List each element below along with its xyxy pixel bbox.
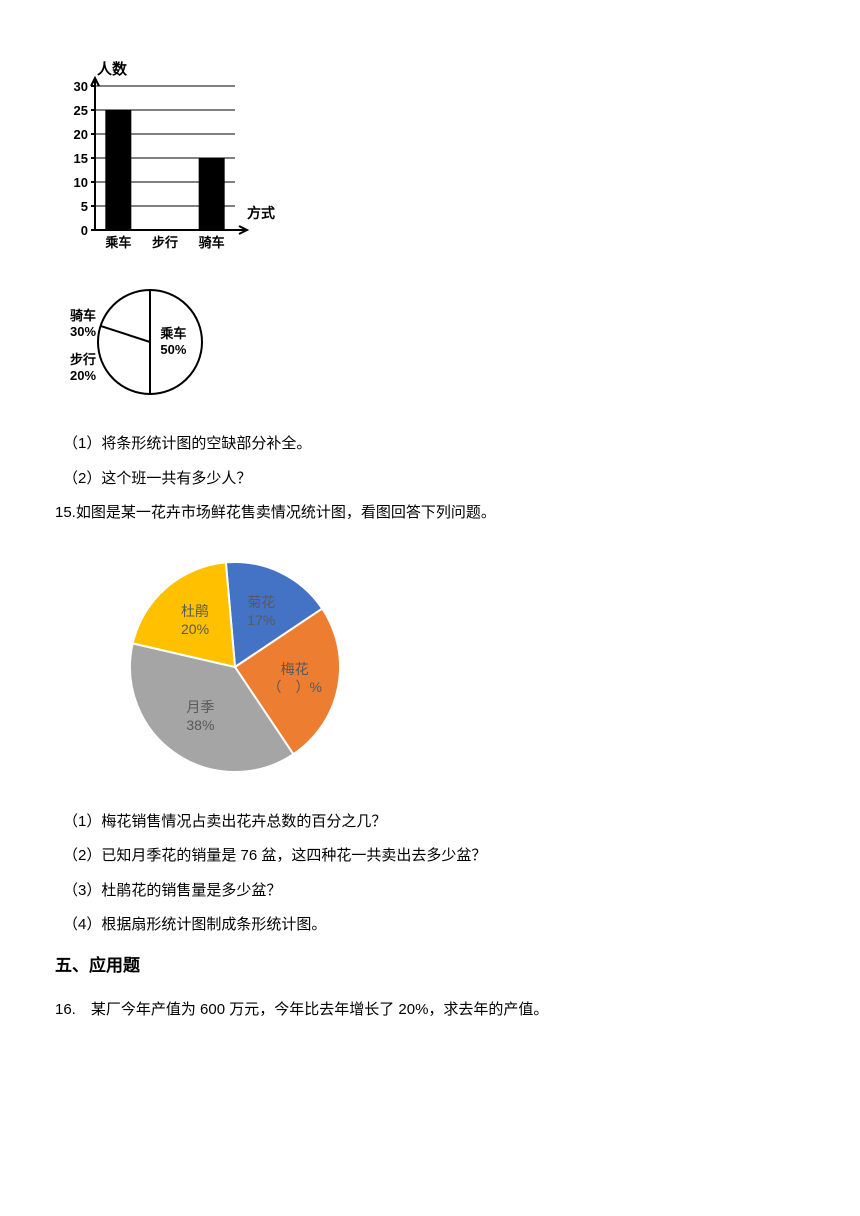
q14-sub2: （2）这个班一共有多少人？ xyxy=(63,465,805,494)
svg-text:步行: 步行 xyxy=(152,235,178,250)
svg-text:乘车: 乘车 xyxy=(159,326,186,341)
svg-text:30: 30 xyxy=(74,79,88,94)
q14-sub1: （1）将条形统计图的空缺部分补全。 xyxy=(63,430,805,459)
svg-text:梅花: 梅花 xyxy=(281,660,309,676)
svg-text:骑车: 骑车 xyxy=(70,308,96,323)
svg-text:（ ）%: （ ）% xyxy=(268,678,322,694)
svg-text:38%: 38% xyxy=(186,717,214,733)
svg-text:杜鹃: 杜鹃 xyxy=(181,603,209,619)
svg-text:25: 25 xyxy=(74,103,88,118)
pie-small: 乘车50% 骑车30% 步行20% xyxy=(55,272,805,412)
q15-sub2: （2）已知月季花的销量是 76 盆，这四种花一共卖出去多少盆？ xyxy=(63,842,805,871)
bar-chart: 人数 0 5 10 15 20 25 30 乘车 步行 骑车 方式 xyxy=(55,60,805,260)
svg-text:步行: 步行 xyxy=(70,352,96,367)
section-5-heading: 五、应用题 xyxy=(55,950,805,982)
svg-text:17%: 17% xyxy=(247,612,275,628)
svg-text:20%: 20% xyxy=(70,368,96,383)
svg-text:20: 20 xyxy=(74,127,88,142)
svg-text:0: 0 xyxy=(81,223,88,238)
svg-text:20%: 20% xyxy=(181,621,209,637)
svg-text:人数: 人数 xyxy=(97,60,128,78)
q15-sub3: （3）杜鹃花的销售量是多少盆？ xyxy=(63,877,805,906)
svg-text:15: 15 xyxy=(74,151,88,166)
q15-sub4: （4）根据扇形统计图制成条形统计图。 xyxy=(63,911,805,940)
q16: 16. 某厂今年产值为 600 万元，今年比去年增长了 20%，求去年的产值。 xyxy=(55,996,805,1025)
pie-big: 菊花 17% 梅花 （ ）% 月季 38% 杜鹃 20% xyxy=(85,542,805,792)
svg-text:50%: 50% xyxy=(160,342,186,357)
svg-text:菊花: 菊花 xyxy=(247,594,275,610)
q15-sub1: （1）梅花销售情况占卖出花卉总数的百分之几？ xyxy=(63,808,805,837)
q15-intro: 15.如图是某一花卉市场鲜花售卖情况统计图，看图回答下列问题。 xyxy=(55,499,805,528)
svg-text:5: 5 xyxy=(81,199,88,214)
svg-text:乘车: 乘车 xyxy=(104,235,131,250)
svg-text:10: 10 xyxy=(74,175,88,190)
svg-text:骑车: 骑车 xyxy=(199,235,225,250)
svg-text:月季: 月季 xyxy=(186,699,214,715)
svg-text:方式: 方式 xyxy=(247,205,275,221)
svg-text:30%: 30% xyxy=(70,324,96,339)
